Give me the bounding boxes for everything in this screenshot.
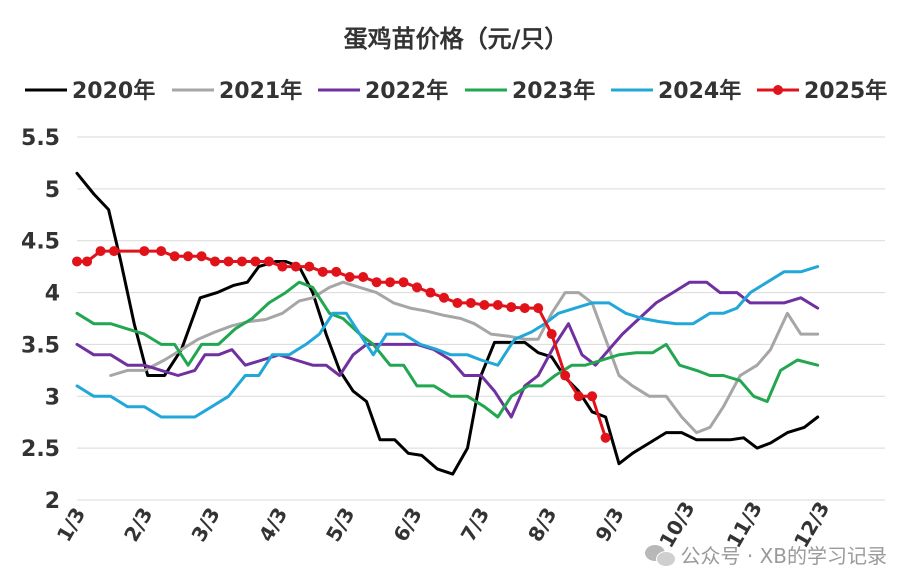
x-tick-label: 7/3 [456, 503, 494, 545]
legend-item: 2021年 [172, 78, 302, 104]
x-tick-label: 5/3 [321, 503, 359, 545]
legend-label: 2020年 [72, 78, 155, 104]
watermark-text: 公众号 · XB的学习记录 [680, 544, 888, 568]
data-point-2025年 [600, 432, 611, 443]
data-point-2025年 [263, 256, 274, 267]
data-point-2025年 [371, 277, 382, 288]
data-point-2025年 [573, 391, 584, 402]
data-point-2025年 [519, 303, 530, 314]
x-tick-label: 9/3 [590, 503, 628, 545]
data-point-2025年 [587, 391, 598, 402]
legend-label: 2022年 [365, 78, 448, 104]
series-lines [72, 171, 820, 476]
data-point-2025年 [304, 261, 315, 272]
legend-item: 2023年 [465, 78, 595, 104]
series-line-2020年 [75, 171, 820, 476]
legend-item: 2024年 [611, 78, 741, 104]
series-line-2023年 [75, 280, 820, 419]
y-tick-label: 3 [45, 385, 60, 410]
data-point-2025年 [506, 302, 517, 313]
data-point-2025年 [560, 370, 571, 381]
data-point-2025年 [223, 256, 234, 267]
y-tick-label: 2.5 [21, 437, 60, 462]
wechat-icon [644, 543, 676, 567]
series-line-2022年 [75, 280, 820, 419]
data-point-2025年 [139, 246, 150, 257]
y-tick-label: 5.5 [21, 126, 60, 151]
data-point-2025年 [290, 261, 301, 272]
y-tick-label: 3.5 [21, 333, 60, 358]
chart-title: 蛋鸡苗价格（元/只） [344, 25, 569, 53]
data-point-2025年 [183, 251, 194, 262]
data-point-2025年 [156, 246, 167, 257]
x-tick-label: 6/3 [388, 503, 426, 545]
legend-label: 2021年 [219, 78, 302, 104]
series-line-2024年 [75, 265, 820, 419]
legend-marker [773, 85, 783, 95]
grid-lines [77, 136, 885, 501]
data-point-2025年 [109, 246, 120, 257]
x-tick-label: 3/3 [186, 503, 224, 545]
y-tick-label: 4.5 [21, 230, 60, 255]
legend-label: 2024年 [658, 78, 741, 104]
data-point-2025年 [425, 287, 436, 298]
data-point-2025年 [492, 300, 503, 311]
legend-item: 2025年 [757, 78, 887, 104]
chart-legend: 2020年 2021年 2022年 2023年 2024年 2025年 [25, 78, 887, 104]
y-tick-label: 5 [45, 178, 60, 203]
y-tick-label: 2 [45, 489, 60, 514]
legend-item: 2022年 [318, 78, 448, 104]
data-point-2025年 [344, 272, 355, 283]
x-tick-label: 2/3 [119, 503, 157, 545]
data-point-2025年 [385, 277, 396, 288]
data-point-2025年 [82, 256, 93, 267]
data-point-2025年 [331, 266, 342, 277]
data-point-2025年 [452, 297, 463, 308]
data-point-2025年 [210, 256, 221, 267]
y-axis-ticks: 2 2.5 3 3.5 4 4.5 5 5.5 [21, 126, 60, 514]
data-point-2025年 [95, 246, 106, 257]
data-point-2025年 [546, 329, 557, 340]
x-tick-label: 8/3 [523, 503, 561, 545]
x-tick-label: 4/3 [254, 503, 292, 545]
data-point-2025年 [358, 272, 369, 283]
series-line-2021年 [109, 280, 820, 435]
legend-item: 2020年 [25, 78, 155, 104]
y-tick-label: 4 [45, 282, 60, 307]
data-point-2025年 [277, 261, 288, 272]
watermark: 公众号 · XB的学习记录 [644, 540, 888, 569]
legend-label: 2025年 [804, 78, 887, 104]
data-point-2025年 [317, 266, 328, 277]
data-point-2025年 [236, 256, 247, 267]
data-point-2025年 [465, 297, 476, 308]
legend-label: 2023年 [512, 78, 595, 104]
data-point-2025年 [438, 292, 449, 303]
data-point-2025年 [169, 251, 180, 262]
data-point-2025年 [398, 277, 409, 288]
data-point-2025年 [196, 251, 207, 262]
data-point-2025年 [72, 256, 82, 267]
data-point-2025年 [250, 256, 261, 267]
data-point-2025年 [533, 303, 544, 314]
data-point-2025年 [479, 300, 490, 311]
data-point-2025年 [412, 282, 423, 293]
